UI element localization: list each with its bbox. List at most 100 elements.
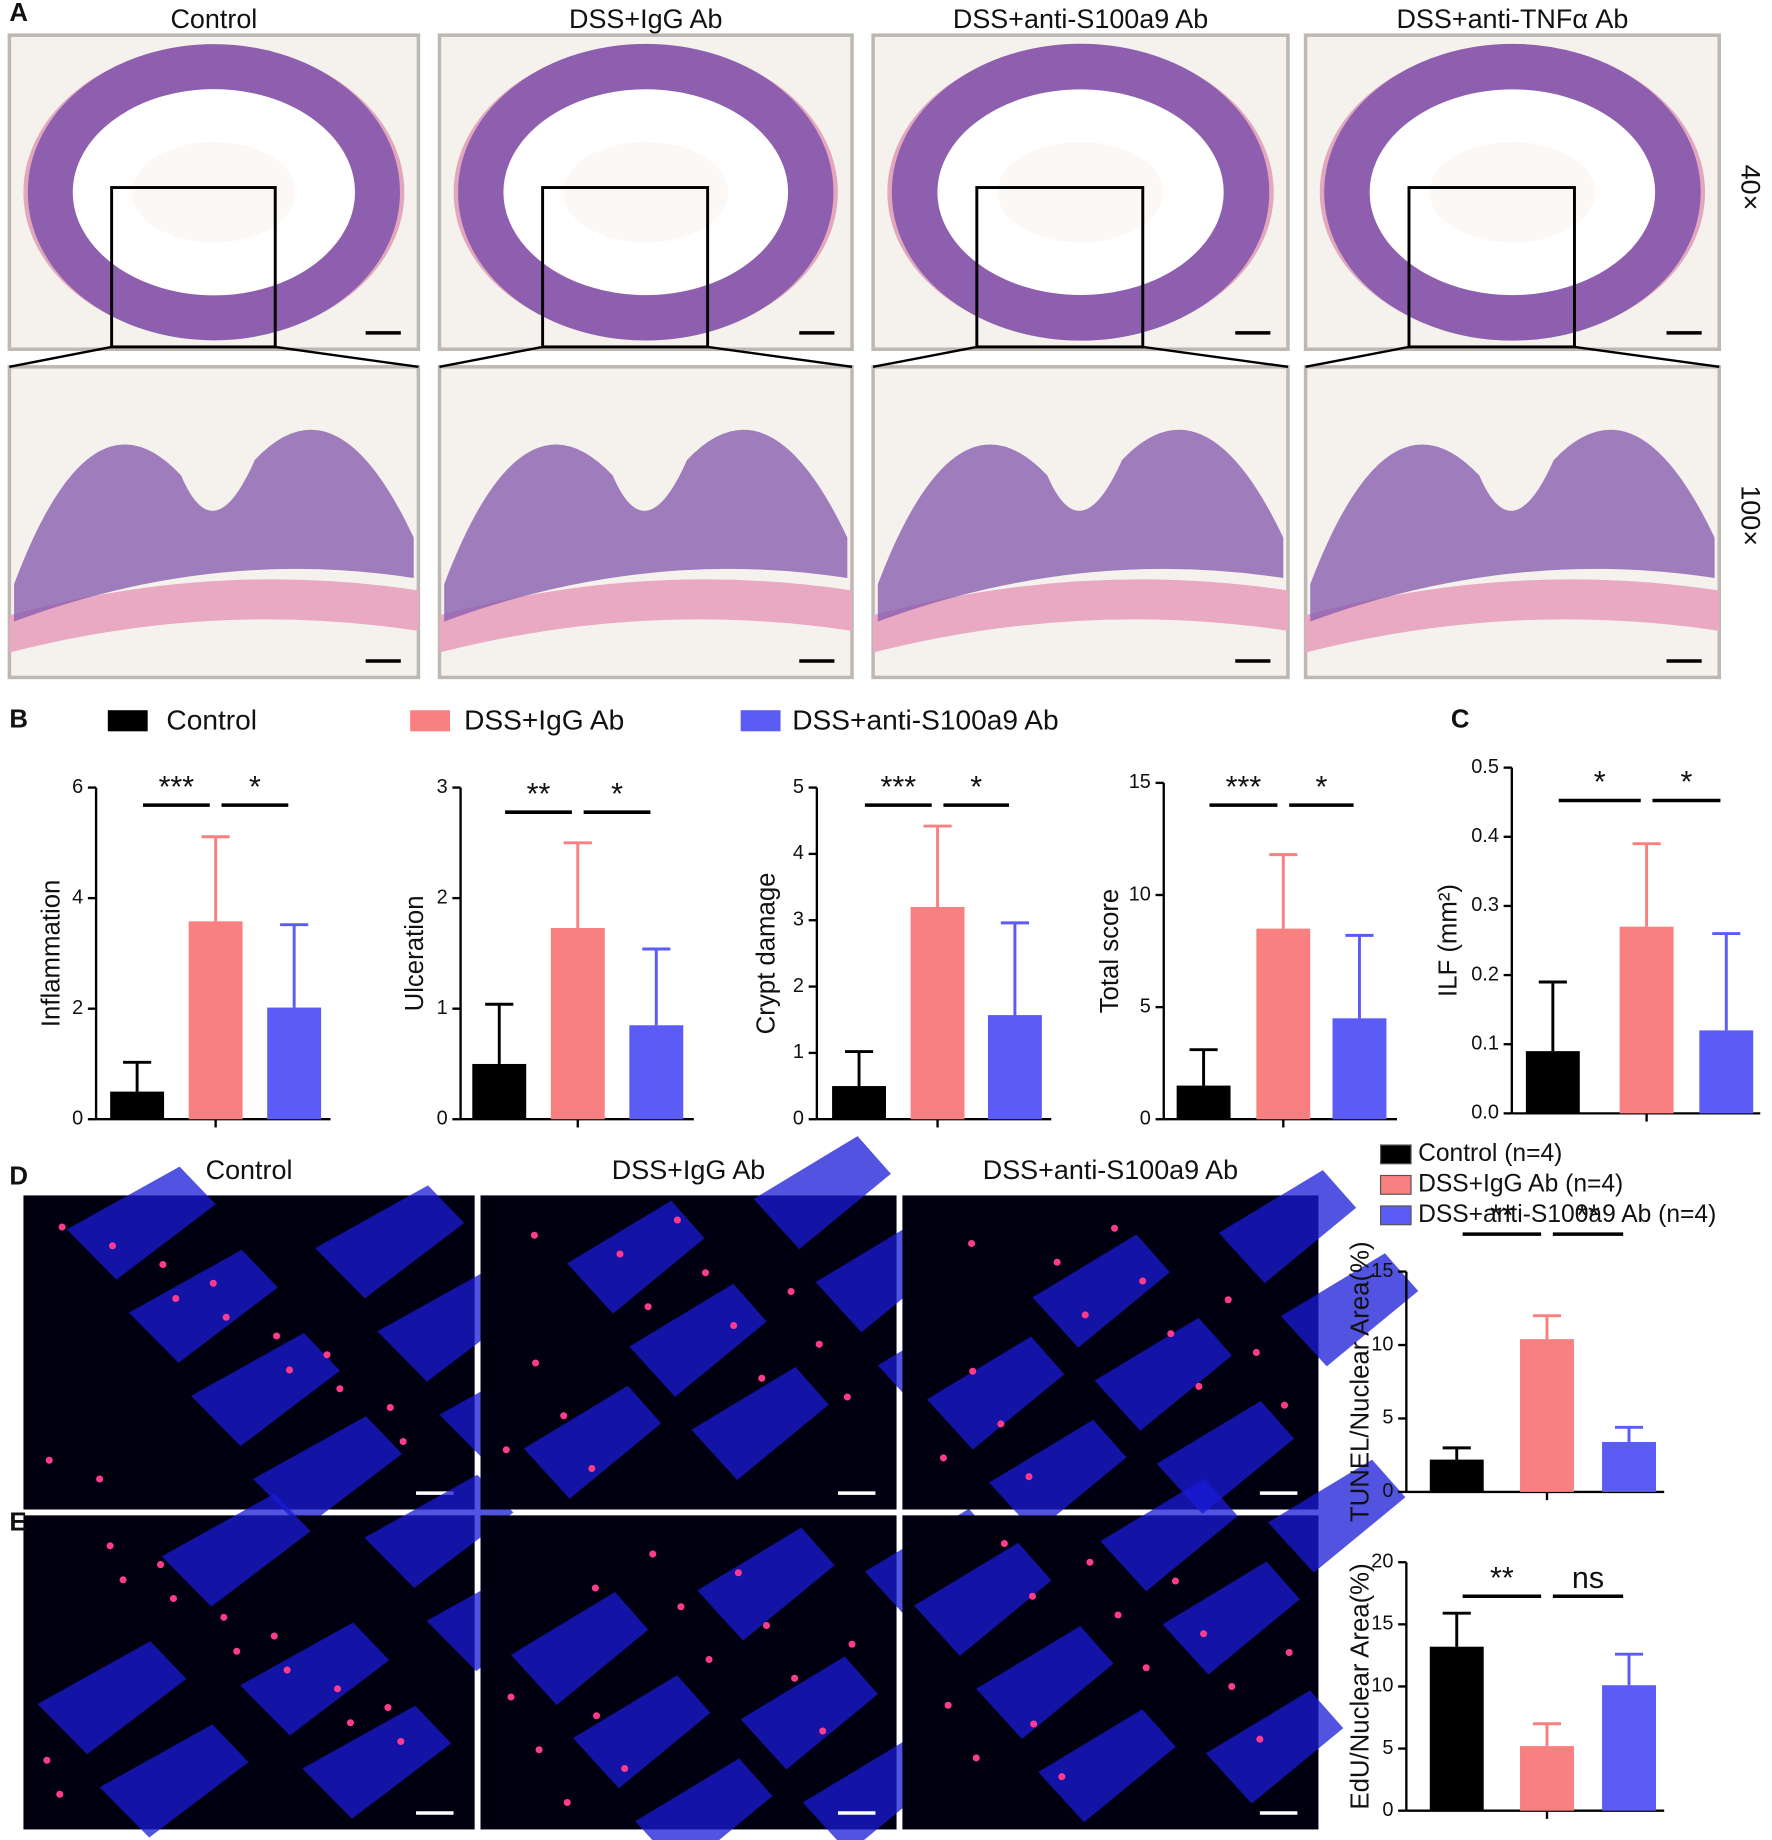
nuclei xyxy=(302,1705,452,1819)
stain xyxy=(969,1367,977,1375)
y-tick-label: 4 xyxy=(793,842,804,864)
zoom-box xyxy=(1407,186,1576,349)
significance-label: * xyxy=(249,770,261,804)
zoom-line xyxy=(1142,345,1289,368)
stain xyxy=(702,1269,710,1277)
stain xyxy=(588,1464,596,1472)
nuclei xyxy=(1032,1234,1170,1348)
stain xyxy=(270,1632,278,1640)
stain xyxy=(843,1393,851,1401)
magnification: 100× xyxy=(1735,485,1765,546)
stain xyxy=(1028,1592,1037,1600)
nuclei xyxy=(523,1385,662,1499)
nuclei xyxy=(161,1493,311,1607)
panel-label: E xyxy=(9,1508,26,1536)
nuclei xyxy=(253,1416,403,1530)
nuclei xyxy=(315,1185,465,1299)
legend-label: DSS+IgG Ab (n=4) xyxy=(1418,1170,1623,1197)
legend-swatch xyxy=(1379,1205,1412,1226)
image-title: Control xyxy=(206,1155,293,1185)
stain xyxy=(815,1340,823,1348)
panel-label: C xyxy=(1451,706,1470,734)
nuclei xyxy=(37,1641,187,1755)
y-tick-label: 0 xyxy=(437,1107,448,1129)
y-axis-title: ILF (mm²) xyxy=(1435,884,1463,997)
stain xyxy=(560,1412,568,1420)
y-tick-label: 0 xyxy=(793,1107,804,1129)
zoom-line xyxy=(707,345,853,368)
significance-label: * xyxy=(1594,765,1606,799)
significance-label: *** xyxy=(881,770,917,804)
bar xyxy=(1332,1018,1387,1120)
y-axis-title: Inflammation xyxy=(38,880,66,1027)
stain xyxy=(1114,1611,1122,1619)
nuclei xyxy=(128,1249,278,1363)
y-tick-label: 0 xyxy=(1382,1799,1393,1821)
y-tick-label: 15 xyxy=(1371,1260,1393,1282)
significance-label: * xyxy=(1315,770,1327,804)
magnification: 40× xyxy=(1735,165,1765,211)
zoom-line xyxy=(9,345,112,368)
tissue-muscle xyxy=(1305,579,1720,653)
legend-label: Control xyxy=(166,704,257,735)
y-tick-label: 6 xyxy=(72,776,83,798)
bar xyxy=(267,1007,322,1120)
stain xyxy=(397,1738,405,1746)
image-title: DSS+anti-TNFα Ab xyxy=(1396,4,1628,34)
image-title: DSS+IgG Ab xyxy=(612,1155,765,1185)
bar xyxy=(188,921,243,1120)
y-tick-label: 15 xyxy=(1129,771,1151,793)
y-tick-label: 3 xyxy=(793,909,804,931)
stain xyxy=(535,1746,543,1754)
stain xyxy=(43,1756,51,1764)
stain xyxy=(233,1647,241,1655)
stain xyxy=(972,1754,980,1762)
zoom-box xyxy=(110,186,277,349)
bar xyxy=(1520,1339,1574,1492)
y-tick-label: 5 xyxy=(1140,995,1151,1017)
stain xyxy=(968,1239,976,1247)
zoom-line xyxy=(275,345,419,368)
nuclei xyxy=(976,1625,1114,1740)
stain xyxy=(1025,1473,1033,1481)
stain xyxy=(677,1603,685,1611)
stain xyxy=(106,1542,114,1550)
legend-swatch xyxy=(1379,1144,1412,1165)
stain xyxy=(1058,1773,1066,1781)
y-axis-title: EdU/Nuclear Area(%) xyxy=(1347,1563,1375,1809)
stain xyxy=(45,1456,53,1464)
nuclei xyxy=(1268,1459,1406,1573)
bar xyxy=(987,1015,1042,1120)
stain xyxy=(334,1685,342,1693)
stain xyxy=(96,1475,104,1483)
bar xyxy=(1619,926,1674,1114)
y-tick-label: 1 xyxy=(437,997,448,1019)
stain xyxy=(172,1295,180,1303)
nuclei xyxy=(364,1474,514,1588)
stain xyxy=(1195,1382,1203,1390)
stain xyxy=(787,1287,795,1296)
stain xyxy=(762,1622,770,1630)
legend-label: DSS+anti-S100a9 Ab (n=4) xyxy=(1418,1201,1716,1228)
stain xyxy=(730,1321,738,1330)
legend-swatch xyxy=(107,710,148,732)
image-title: DSS+anti-S100a9 Ab xyxy=(983,1155,1238,1185)
significance-label: ** xyxy=(1490,1561,1514,1595)
y-tick-label: 10 xyxy=(1371,1333,1393,1355)
y-axis-title: Crypt damage xyxy=(752,872,780,1034)
stain xyxy=(673,1216,681,1224)
legend-label: DSS+IgG Ab xyxy=(464,704,624,735)
legend-label: DSS+anti-S100a9 Ab xyxy=(792,704,1058,735)
legend-swatch xyxy=(740,710,781,732)
y-tick-label: 0 xyxy=(72,1107,83,1129)
stain xyxy=(649,1550,657,1558)
stain xyxy=(563,1798,571,1806)
zoom-line xyxy=(1574,345,1720,368)
y-tick-label: 0.2 xyxy=(1471,963,1499,985)
y-tick-label: 0.5 xyxy=(1471,756,1499,778)
bar xyxy=(472,1063,527,1120)
zoom-line xyxy=(439,345,543,368)
significance-label: ** xyxy=(1576,1199,1600,1233)
stain xyxy=(1252,1348,1260,1356)
